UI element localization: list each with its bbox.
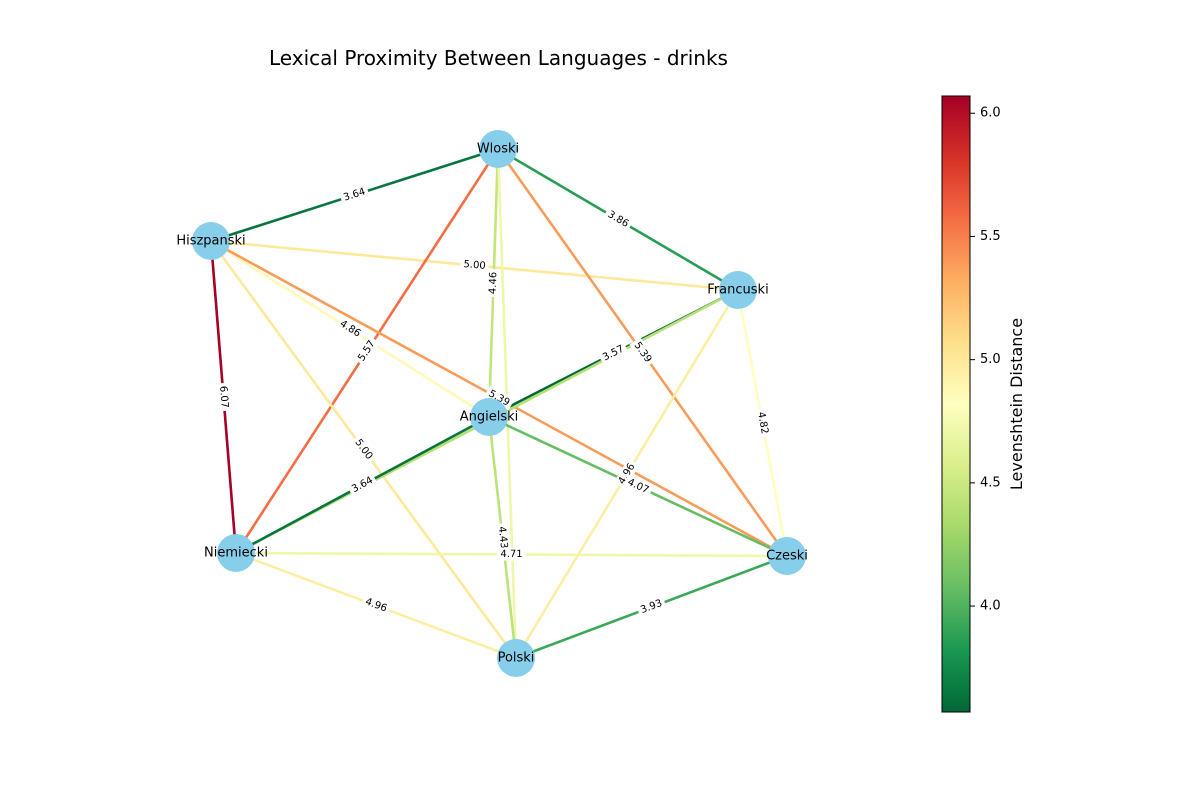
edge-label-background xyxy=(483,385,515,411)
node-francuski xyxy=(719,271,757,309)
edge-label-background xyxy=(602,206,634,232)
edge-label-background xyxy=(350,434,378,465)
edge-label-background xyxy=(497,547,526,561)
edge-label-text: 3.64 xyxy=(350,475,375,495)
edge-label-background xyxy=(613,458,640,490)
edge-label-background xyxy=(635,595,667,618)
edge-label-background xyxy=(216,382,232,412)
node-angielski xyxy=(470,398,508,436)
node-polski xyxy=(497,639,535,677)
edge-label-background xyxy=(597,340,629,366)
edge-label-background xyxy=(629,337,657,368)
edge-label-text: 5.00 xyxy=(463,259,486,272)
edge-label-text: 3.57 xyxy=(601,344,626,364)
colorbar-gradient xyxy=(941,95,971,713)
node-label-polski: Polski xyxy=(498,651,535,666)
colorbar-tick-label: 4.5 xyxy=(980,475,1001,490)
node-label-wloski: Wloski xyxy=(477,142,519,157)
colorbar-tick-label: 4.0 xyxy=(980,599,1001,614)
edge-label: 4.71 xyxy=(497,547,526,561)
edge-label-background xyxy=(360,594,392,617)
edge-label: 4.07 xyxy=(622,474,654,498)
edge-label: 4.82 xyxy=(754,407,772,438)
edge-label: 3.64 xyxy=(346,472,378,497)
edge-label-background xyxy=(494,522,512,553)
edge-label: 4.86 xyxy=(334,315,366,342)
edge-label: 4.96 xyxy=(360,594,392,617)
edge-label-text: 4.46 xyxy=(488,272,500,295)
node-hiszpanski xyxy=(192,222,230,260)
node-wloski xyxy=(479,130,517,168)
edge-label: 3.64 xyxy=(339,184,370,205)
edge-label-background xyxy=(353,335,380,367)
edge-label-background xyxy=(339,184,370,205)
edge-label: 5.00 xyxy=(460,257,490,273)
node-czeski xyxy=(768,537,806,575)
node-label-hiszpanski: Hiszpanski xyxy=(176,234,245,249)
edge-label: 4.43 xyxy=(494,522,512,553)
node-label-czeski: Czeski xyxy=(766,549,808,564)
edge-label: 3.57 xyxy=(597,340,629,366)
colorbar: 4.0 4.5 5.0 5.5 6.0 Levenshtein Distance xyxy=(941,95,1026,713)
edge-label-text: 4.82 xyxy=(755,411,770,435)
edge-label-background xyxy=(622,474,654,498)
edge-label: 6.07 xyxy=(216,382,232,412)
edge-label-text: 4.43 xyxy=(496,526,509,549)
node-label-francuski: Francuski xyxy=(707,283,768,298)
edge-label: 3.93 xyxy=(635,595,667,618)
colorbar-tick-label: 6.0 xyxy=(980,106,1001,121)
colorbar-label: Levenshtein Distance xyxy=(1007,318,1026,490)
colorbar-tick-label: 5.5 xyxy=(980,229,1001,244)
node-label-niemiecki: Niemiecki xyxy=(204,546,268,561)
node-niemiecki xyxy=(217,534,255,572)
edge-label-text: 6.07 xyxy=(217,385,230,408)
edge-label-background xyxy=(334,315,366,342)
nodes-layer: Wloski Hiszpanski Francuski Angielski Niemie… xyxy=(176,130,808,677)
edge-label: 4.46 xyxy=(486,268,500,298)
chart-title: Lexical Proximity Between Languages - dr… xyxy=(269,46,728,70)
edge-label-background xyxy=(486,268,500,298)
edge-label-text: 4.71 xyxy=(500,549,522,560)
node-label-angielski: Angielski xyxy=(460,410,519,425)
edge-label-background xyxy=(346,472,378,497)
edge-label-background xyxy=(460,257,490,273)
edge-label: 3.86 xyxy=(602,206,634,232)
colorbar-tick-label: 5.0 xyxy=(980,352,1001,367)
edge-label-background xyxy=(754,407,772,438)
